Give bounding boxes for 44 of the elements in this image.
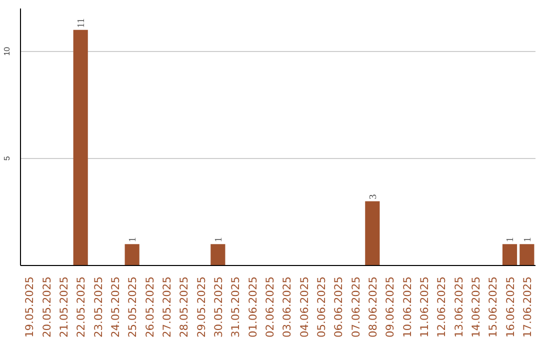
x-tick-label: 17.06.2025 [520, 276, 534, 338]
bar [124, 244, 140, 266]
x-tick-label: 22.05.2025 [74, 276, 88, 338]
x-tick-label: 28.05.2025 [178, 276, 191, 338]
x-tick-label: 31.05.2025 [229, 276, 242, 338]
x-tick-label: 30.05.2025 [212, 276, 225, 338]
x-tick-label: 01.06.2025 [246, 276, 260, 338]
bar [520, 244, 534, 266]
data-label: 1 [505, 237, 516, 242]
x-tick-label: 08.06.2025 [366, 276, 380, 338]
bar [502, 244, 518, 266]
x-tick-label: 25.05.2025 [126, 276, 140, 338]
x-tick-label: 16.06.2025 [504, 276, 517, 338]
bar [73, 30, 88, 266]
x-tick-label: 03.06.2025 [280, 276, 294, 338]
bar [365, 201, 380, 266]
x-tick-label: 24.05.2025 [108, 276, 122, 338]
y-tick-label: 5 [2, 156, 12, 161]
bar [210, 244, 226, 266]
x-tick-label: 04.06.2025 [298, 276, 311, 338]
x-tick-label: 21.05.2025 [57, 276, 70, 338]
x-tick-label: 19.05.2025 [23, 276, 36, 338]
x-tick-label: 05.06.2025 [314, 276, 328, 338]
x-tick-label: 26.05.2025 [143, 276, 156, 338]
x-tick-label: 23.05.2025 [92, 276, 105, 338]
x-tick-label: 13.06.2025 [452, 276, 466, 338]
y-tick-label: 10 [2, 46, 12, 56]
x-tick-label: 29.05.2025 [194, 276, 208, 338]
x-tick-label: 10.06.2025 [400, 276, 414, 338]
x-tick-label: 20.05.2025 [40, 276, 54, 338]
x-tick-label: 07.06.2025 [349, 276, 362, 338]
x-tick-label: 11.06.2025 [418, 276, 431, 338]
x-tick-label: 14.06.2025 [469, 276, 482, 338]
x-tick-label: 15.06.2025 [486, 276, 500, 338]
x-tick-label: 27.05.2025 [160, 276, 174, 338]
data-label: 1 [128, 237, 139, 242]
x-tick-label: 06.06.2025 [332, 276, 346, 338]
x-tick-label: 09.06.2025 [384, 276, 397, 338]
data-label: 1 [522, 237, 534, 242]
data-label: 1 [213, 237, 224, 242]
x-tick-label: 02.06.2025 [263, 276, 276, 338]
data-label: 3 [368, 194, 379, 200]
x-tick-label: 12.06.2025 [435, 276, 448, 338]
data-label: 11 [76, 18, 88, 28]
